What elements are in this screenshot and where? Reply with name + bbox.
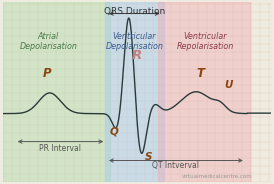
Text: S: S [145, 152, 153, 162]
Bar [158, 2, 250, 182]
Text: R: R [131, 49, 142, 62]
Text: QRS Duration: QRS Duration [104, 7, 165, 16]
Text: P: P [43, 68, 51, 80]
Bar [3, 2, 110, 182]
Text: Q: Q [110, 127, 119, 137]
Text: T: T [196, 68, 204, 80]
Text: virtualmedicaIcentre.com: virtualmedicaIcentre.com [182, 174, 253, 178]
Bar [105, 2, 164, 182]
Text: U: U [225, 80, 233, 90]
Text: Ventricular
Repolarisation: Ventricular Repolarisation [177, 32, 234, 51]
Text: PR Interval: PR Interval [39, 144, 81, 153]
Text: Ventricular
Depolarisation: Ventricular Depolarisation [105, 32, 163, 51]
Text: QT Intverval: QT Intverval [152, 161, 199, 170]
Text: Atrial
Depolarisation: Atrial Depolarisation [19, 32, 77, 51]
